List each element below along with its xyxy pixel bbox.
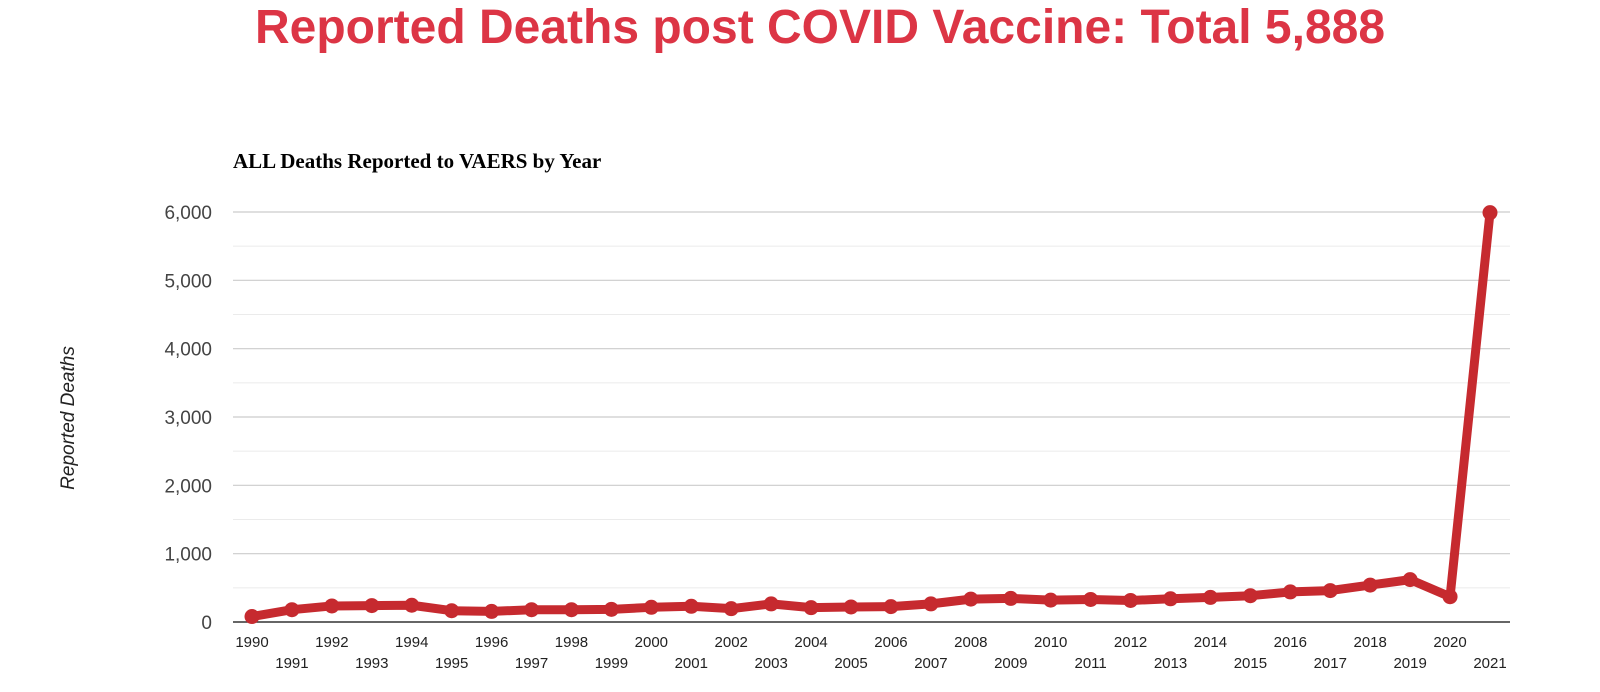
data-point [1362, 577, 1378, 593]
x-tick-label: 2009 [994, 655, 1027, 672]
x-tick-label: 2016 [1274, 634, 1307, 651]
x-tick-label: 1991 [275, 655, 308, 672]
data-point [643, 599, 659, 615]
data-point [1482, 205, 1498, 221]
data-point [324, 598, 340, 614]
data-point [803, 600, 819, 616]
y-axis-label: Reported Deaths [58, 346, 79, 490]
data-point [883, 599, 899, 615]
data-point [1003, 590, 1019, 606]
data-point [244, 609, 260, 625]
y-tick-label: 0 [201, 613, 212, 634]
x-axis-ticks: 1990 1991 1992 1993 1994 1995 1996 1997 1998 1999… [235, 634, 1506, 672]
data-point [1202, 589, 1218, 605]
data-point [1282, 584, 1298, 600]
x-tick-label: 1997 [515, 655, 548, 672]
x-tick-label: 2019 [1393, 655, 1426, 672]
y-tick-label: 5,000 [164, 271, 212, 292]
y-tick-label: 3,000 [164, 408, 212, 429]
data-point [1402, 572, 1418, 588]
x-tick-label: 2002 [715, 634, 748, 651]
data-point [923, 596, 939, 612]
data-point [1163, 591, 1179, 607]
data-point [1043, 592, 1059, 608]
chart-title: ALL Deaths Reported to VAERS by Year [233, 149, 601, 173]
series-line [247, 208, 1495, 622]
data-point [404, 597, 420, 613]
data-point [683, 598, 699, 614]
data-point [444, 603, 460, 619]
x-tick-label: 2014 [1194, 634, 1227, 651]
x-tick-label: 1999 [595, 655, 628, 672]
data-point [284, 602, 300, 618]
x-tick-label: 2003 [754, 655, 787, 672]
x-tick-label: 1990 [235, 634, 268, 651]
data-point [364, 598, 380, 614]
gridlines [233, 211, 1510, 589]
data-point [484, 603, 500, 619]
data-point [1083, 591, 1099, 607]
y-axis-ticks: 0 1,000 2,000 3,000 4,000 5,000 6,000 [164, 203, 212, 634]
data-point [723, 601, 739, 617]
y-tick-label: 6,000 [164, 203, 212, 224]
data-point [963, 591, 979, 607]
x-tick-label: 1996 [475, 634, 508, 651]
x-tick-label: 2013 [1154, 655, 1187, 672]
data-point [1123, 592, 1139, 608]
page-title: Reported Deaths post COVID Vaccine: Tota… [254, 1, 1386, 54]
data-point [843, 599, 859, 615]
x-tick-label: 2021 [1473, 655, 1506, 672]
data-point [1442, 589, 1458, 605]
data-point [1322, 583, 1338, 599]
y-tick-label: 2,000 [164, 476, 212, 497]
x-tick-label: 2015 [1234, 655, 1267, 672]
x-tick-label: 2004 [794, 634, 827, 651]
x-tick-label: 2006 [874, 634, 907, 651]
x-tick-label: 2012 [1114, 634, 1147, 651]
y-tick-label: 4,000 [164, 340, 212, 361]
x-tick-label: 2020 [1433, 634, 1466, 651]
x-tick-label: 1995 [435, 655, 468, 672]
x-tick-label: 1998 [555, 634, 588, 651]
x-tick-label: 1992 [315, 634, 348, 651]
x-tick-label: 2001 [675, 655, 708, 672]
x-tick-label: 2005 [834, 655, 867, 672]
x-tick-label: 2008 [954, 634, 987, 651]
x-tick-label: 1993 [355, 655, 388, 672]
data-point [1242, 588, 1258, 604]
data-point [524, 602, 540, 618]
x-tick-label: 2007 [914, 655, 947, 672]
x-tick-label: 2010 [1034, 634, 1067, 651]
x-tick-label: 2018 [1354, 634, 1387, 651]
x-tick-label: 2000 [635, 634, 668, 651]
x-tick-label: 1994 [395, 634, 428, 651]
x-tick-label: 2011 [1075, 655, 1107, 672]
data-point [563, 602, 579, 618]
data-point [763, 596, 779, 612]
x-tick-label: 2017 [1314, 655, 1347, 672]
y-tick-label: 1,000 [164, 545, 212, 566]
series-deaths [244, 205, 1498, 625]
data-point [603, 601, 619, 617]
